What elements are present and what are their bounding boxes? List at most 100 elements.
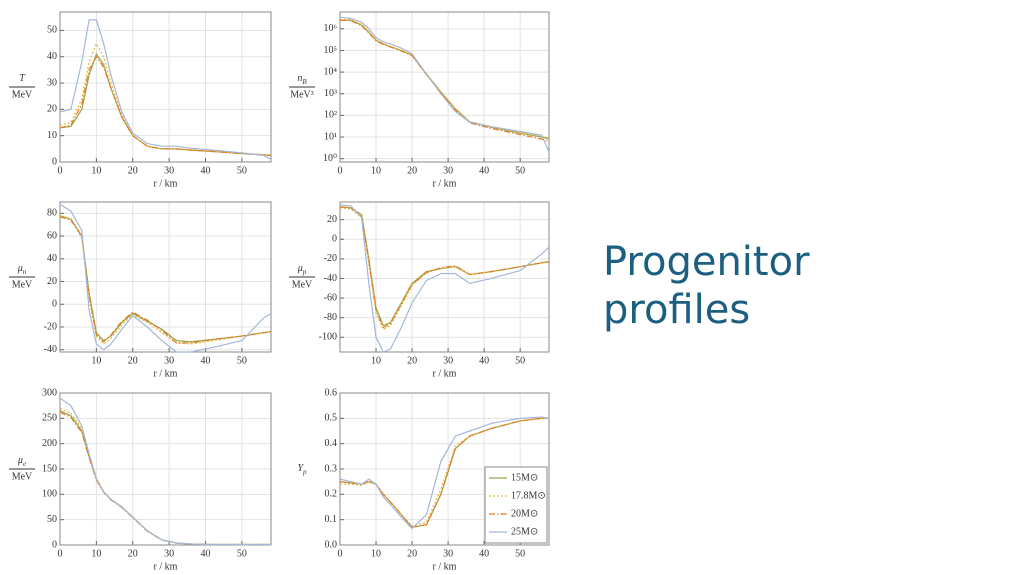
y-axis-label-sub: p xyxy=(302,468,307,476)
series-line xyxy=(340,19,550,140)
series-line xyxy=(59,410,271,546)
x-tick-label: 0 xyxy=(338,165,343,176)
x-tick-label: 30 xyxy=(443,548,453,559)
y-tick-label: 20 xyxy=(47,276,57,287)
y-tick-label: 0.2 xyxy=(325,489,338,500)
y-tick-label: -20 xyxy=(324,253,337,264)
x-axis-label: r / km xyxy=(433,561,457,572)
series-line xyxy=(339,417,549,528)
y-tick-label: 50 xyxy=(47,514,57,525)
y-tick-label: 60 xyxy=(47,230,57,241)
x-tick-label: 30 xyxy=(164,548,174,559)
y-tick-label: 10⁶ xyxy=(324,23,338,34)
x-tick-label: 20 xyxy=(128,165,138,176)
y-axis-label-main: μ xyxy=(17,263,23,274)
series-line xyxy=(59,19,272,160)
y-tick-label: -20 xyxy=(44,321,57,332)
series-line xyxy=(59,215,272,345)
y-tick-label: -100 xyxy=(319,332,337,343)
y-tick-label: -80 xyxy=(324,312,337,323)
series-line xyxy=(339,204,550,353)
x-tick-label: 20 xyxy=(407,548,417,559)
y-axis-label-sub: B xyxy=(302,78,307,86)
series-line xyxy=(59,397,271,546)
series-line xyxy=(59,55,272,157)
x-tick-label: 40 xyxy=(201,355,211,366)
x-tick-label: 0 xyxy=(58,548,63,559)
series-line xyxy=(339,206,550,327)
x-tick-label: 50 xyxy=(515,165,525,176)
x-tick-label: 10 xyxy=(91,355,101,366)
y-tick-label: 10³ xyxy=(324,88,337,99)
x-tick-label: 0 xyxy=(58,165,63,176)
y-axis-label: μp xyxy=(297,263,307,275)
x-tick-label: 50 xyxy=(237,355,247,366)
y-tick-label: 0.4 xyxy=(325,438,338,449)
y-tick-label: 0 xyxy=(52,539,57,550)
x-tick-label: 40 xyxy=(201,548,211,559)
y-tick-label: 20 xyxy=(47,104,57,115)
y-tick-label: 40 xyxy=(47,253,57,264)
x-tick-label: 40 xyxy=(479,548,489,559)
y-tick-label: 80 xyxy=(47,208,57,219)
x-axis-label: r / km xyxy=(154,368,178,379)
y-tick-label: -40 xyxy=(44,344,57,355)
x-tick-label: 30 xyxy=(164,355,174,366)
y-tick-label: 10¹ xyxy=(324,131,337,142)
y-tick-label: 300 xyxy=(42,387,57,398)
y-axis-label-main: μ xyxy=(17,455,23,466)
y-tick-label: 40 xyxy=(47,51,57,62)
x-tick-label: 50 xyxy=(237,548,247,559)
legend-label: 25M⊙ xyxy=(511,526,538,537)
legend-label: 20M⊙ xyxy=(511,508,538,519)
series-line xyxy=(340,417,549,527)
x-tick-label: 20 xyxy=(407,355,417,366)
x-tick-label: 20 xyxy=(407,165,417,176)
y-axis-label: nB xyxy=(297,73,307,85)
x-tick-label: 10 xyxy=(91,548,101,559)
y-axis-label-main: Y xyxy=(297,463,304,474)
y-axis-unit: MeV xyxy=(12,89,33,100)
x-tick-label: 10 xyxy=(371,548,381,559)
series-line xyxy=(339,18,550,139)
y-axis-label-sub: p xyxy=(302,268,307,276)
legend-label: 15M⊙ xyxy=(511,472,538,483)
y-axis-label: T xyxy=(19,73,26,84)
y-tick-label: 0 xyxy=(332,234,337,245)
x-tick-label: 20 xyxy=(128,355,138,366)
y-axis-unit: MeV xyxy=(12,471,33,482)
y-axis-unit: MeV xyxy=(292,279,313,290)
x-tick-label: 40 xyxy=(201,165,211,176)
y-tick-label: 30 xyxy=(47,77,57,88)
x-tick-label: 30 xyxy=(443,165,453,176)
y-tick-label: -40 xyxy=(324,273,337,284)
plot-frame xyxy=(339,11,550,163)
x-axis-label: r / km xyxy=(433,368,457,379)
x-axis-label: r / km xyxy=(154,561,178,572)
y-axis-label-sub: n xyxy=(23,268,27,276)
y-tick-label: 0.1 xyxy=(325,514,338,525)
y-tick-label: 10 xyxy=(47,130,57,141)
y-tick-label: 200 xyxy=(42,438,57,449)
x-tick-label: 30 xyxy=(164,165,174,176)
series-line xyxy=(339,19,550,143)
legend-box xyxy=(484,466,548,544)
series-line xyxy=(59,407,271,546)
y-tick-label: 20 xyxy=(327,214,337,225)
legend-label: 17.8M⊙ xyxy=(511,490,546,501)
series-line xyxy=(339,16,550,153)
y-tick-label: 0 xyxy=(52,156,57,167)
series-line xyxy=(59,42,272,156)
series-line xyxy=(339,416,550,530)
y-tick-label: 10⁵ xyxy=(324,45,338,56)
plot-frame xyxy=(339,392,550,546)
plot-frame xyxy=(59,201,272,353)
y-axis-label: μe xyxy=(17,455,26,467)
y-tick-label: 10⁰ xyxy=(323,153,337,164)
series-line xyxy=(59,216,272,344)
y-tick-label: 150 xyxy=(42,463,57,474)
x-tick-label: 50 xyxy=(237,165,247,176)
x-tick-label: 40 xyxy=(479,355,489,366)
